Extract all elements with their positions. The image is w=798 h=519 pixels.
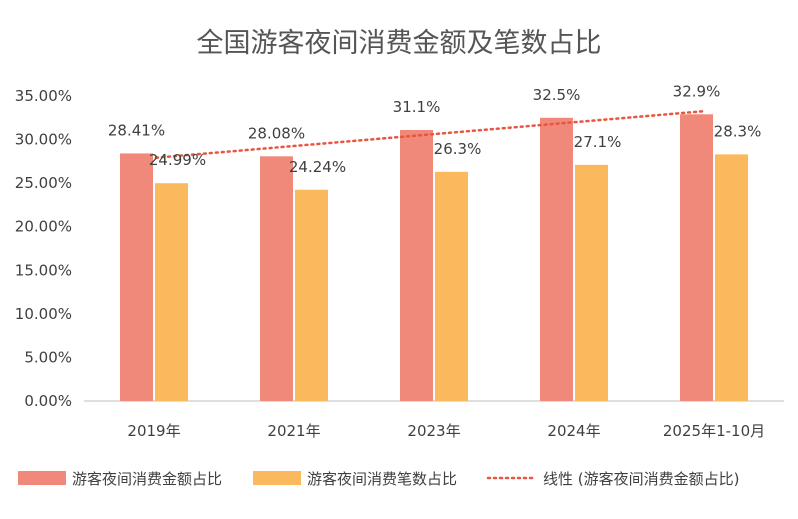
data-label-count: 26.3% [434, 140, 482, 158]
legend-label-trendline: 线性 (游客夜间消费金额占比) [543, 470, 739, 488]
legend-swatch-count [253, 471, 301, 485]
data-label-amount: 28.08% [248, 124, 305, 142]
trendline-line [154, 109, 708, 159]
bar-amount [540, 117, 573, 402]
y-tick-label: 5.00% [24, 348, 72, 366]
data-label-count: 27.1% [574, 133, 622, 151]
data-label-amount: 28.41% [108, 121, 165, 139]
legend-label-amount: 游客夜间消费金额占比 [72, 470, 222, 488]
y-tick-label: 30.00% [15, 131, 72, 149]
bar-amount [260, 156, 293, 401]
bar-count [715, 154, 748, 401]
bar-amount [680, 114, 713, 402]
data-label-amount: 31.1% [393, 98, 441, 116]
chart-title: 全国游客夜间消费金额及笔数占比 [197, 28, 602, 59]
x-tick-label: 2024年 [547, 422, 600, 440]
legend-label-count: 游客夜间消费笔数占比 [307, 470, 457, 488]
data-label-amount: 32.9% [673, 82, 721, 100]
bar-count [155, 183, 188, 401]
data-label-count: 24.99% [149, 151, 206, 169]
y-tick-label: 0.00% [24, 392, 72, 410]
x-tick-label: 2023年 [407, 422, 460, 440]
data-label-count: 24.24% [289, 158, 346, 176]
y-tick-label: 35.00% [15, 87, 72, 105]
bar-amount [120, 153, 153, 401]
data-labels: 28.41% 24.99% 28.08% 24.24% 31.1% 26.3% 32.5% 2… [108, 82, 761, 175]
y-tick-label: 20.00% [15, 218, 72, 236]
legend: 游客夜间消费金额占比 游客夜间消费笔数占比 线性 (游客夜间消费金额占比) [18, 470, 739, 488]
bar-amount [400, 129, 433, 401]
data-label-count: 28.3% [714, 122, 762, 140]
trendline [154, 109, 708, 159]
y-tick-label: 10.00% [15, 305, 72, 323]
y-tick-label: 15.00% [15, 261, 72, 279]
bars [120, 114, 748, 402]
bar-count [295, 189, 328, 401]
data-label-amount: 32.5% [533, 86, 581, 104]
bar-count [575, 164, 608, 401]
axes: 0.00% 5.00% 10.00% 15.00% 20.00% 25.00% 30.00%… [15, 87, 784, 440]
x-tick-label: 2021年 [267, 422, 320, 440]
legend-swatch-amount [18, 471, 66, 485]
y-tick-label: 25.00% [15, 174, 72, 192]
bar-count [435, 171, 468, 401]
x-tick-label: 2025年1-10月 [663, 422, 765, 440]
x-tick-label: 2019年 [127, 422, 180, 440]
